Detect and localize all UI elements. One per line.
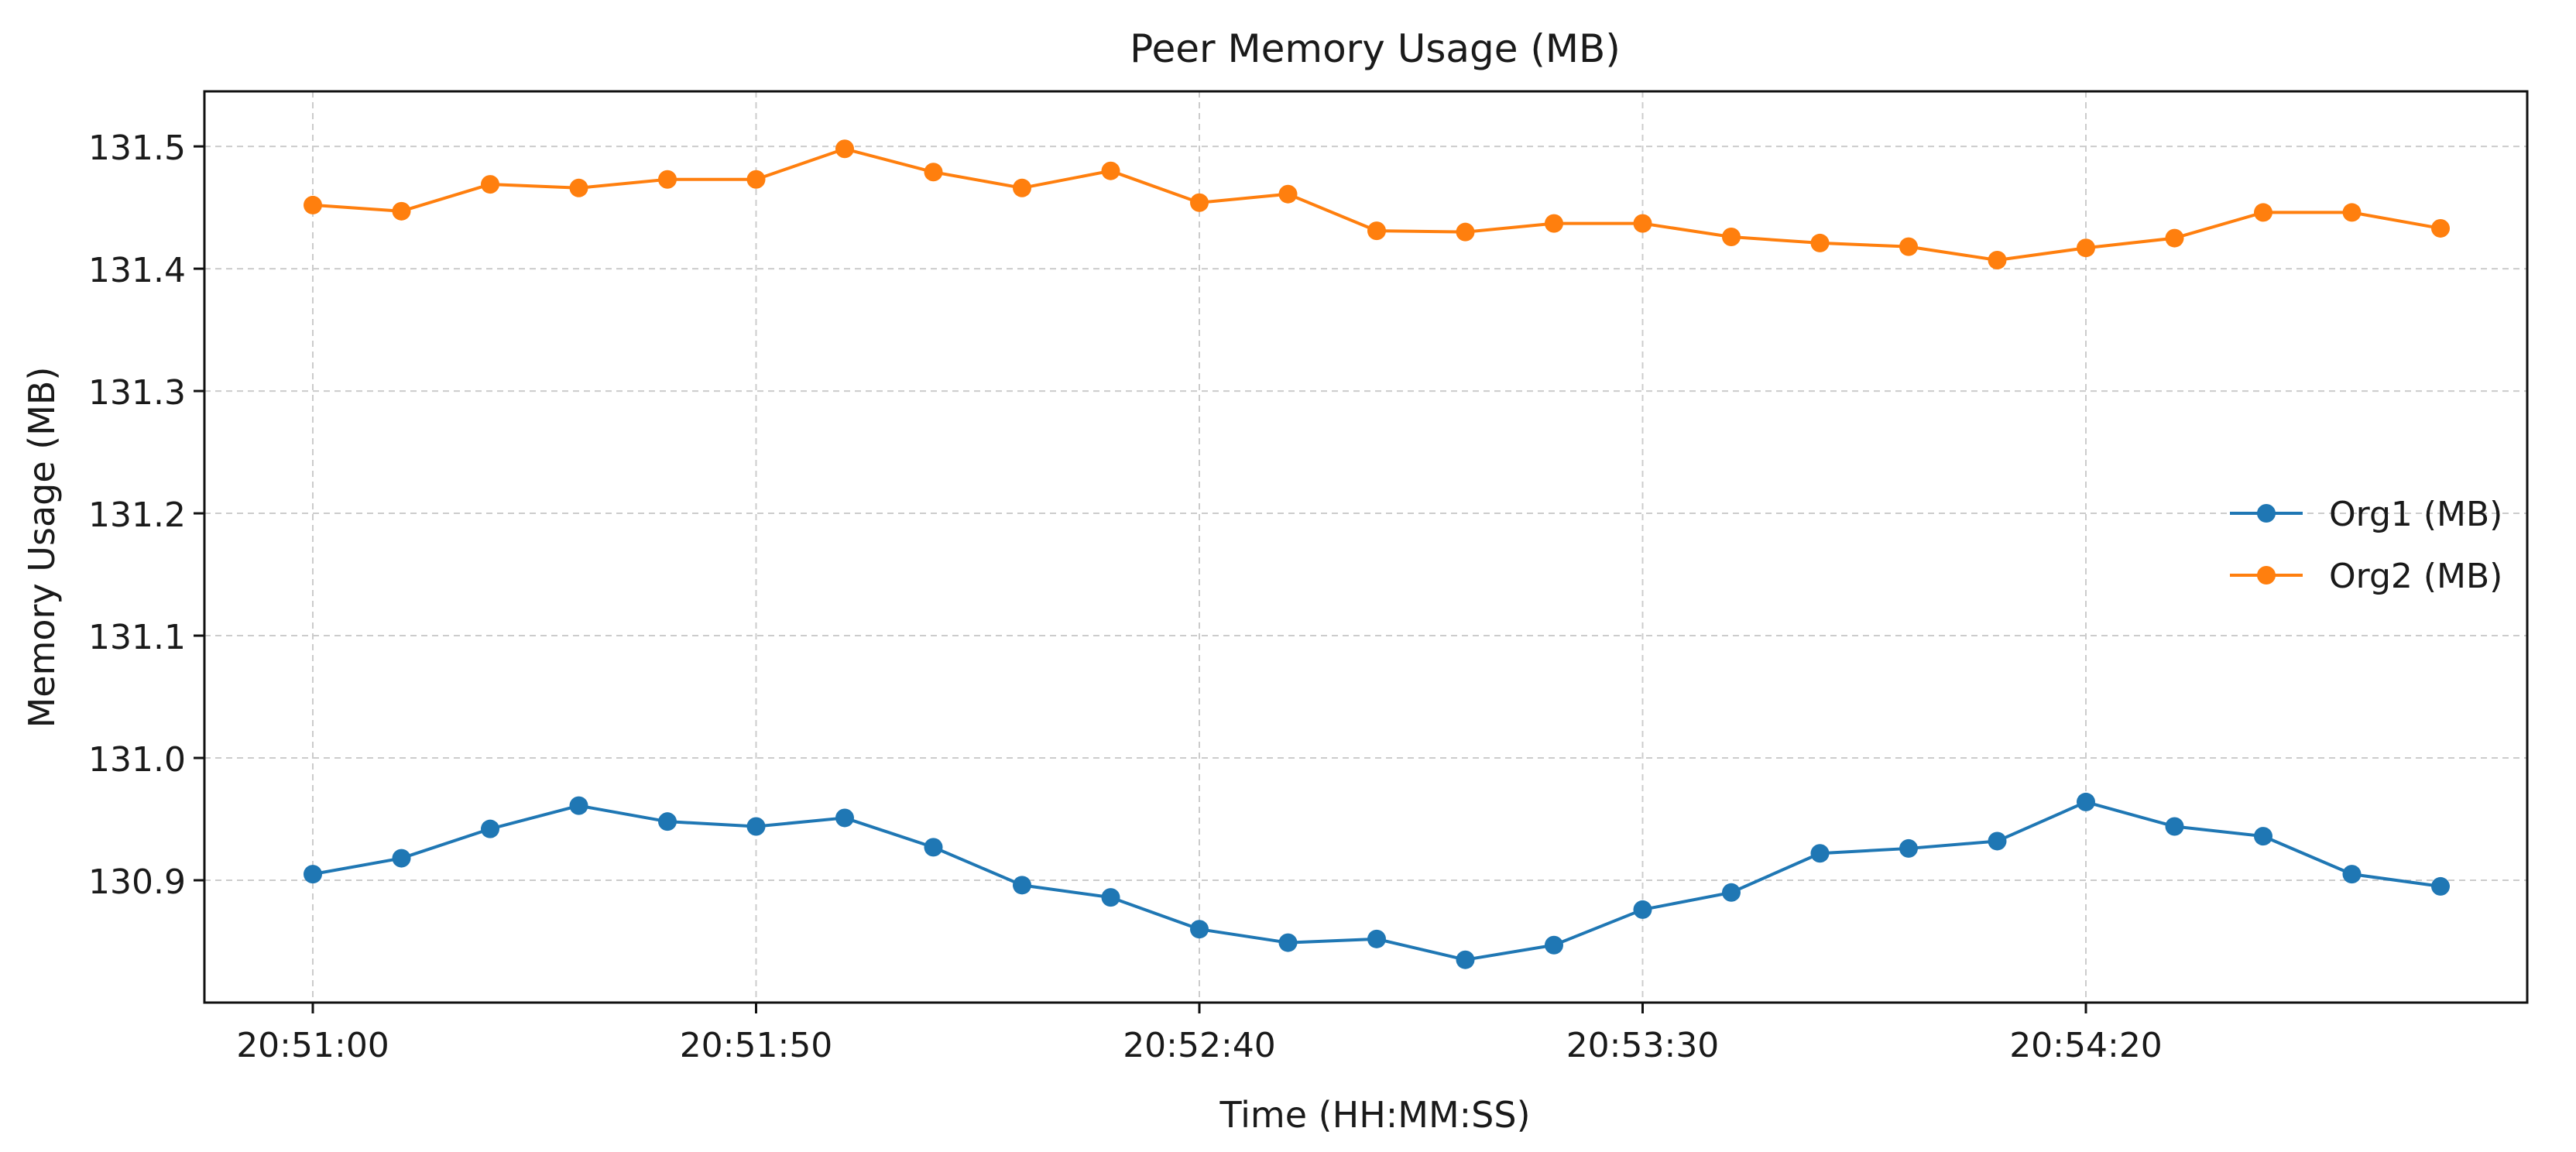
series-2-line	[312, 147, 2441, 262]
series-1-point	[1190, 920, 1209, 939]
series-1-point	[2342, 865, 2362, 884]
series-1-point	[1013, 876, 1031, 895]
y-tick-label: 130.9	[88, 862, 186, 902]
y-tick-label: 131.3	[88, 373, 186, 413]
series-1-point	[481, 819, 499, 838]
series-2-point	[2342, 203, 2362, 222]
series-2-point	[2431, 218, 2450, 238]
series-2-point	[1545, 214, 1563, 233]
y-tick-label: 131.4	[88, 251, 186, 290]
chart-title: Peer Memory Usage (MB)	[1130, 26, 1621, 71]
series-2	[304, 139, 2450, 270]
series-1-point	[2077, 792, 2095, 811]
series-2-point	[2165, 228, 2184, 248]
series-1-point	[1101, 888, 1120, 907]
grid	[204, 91, 2527, 1003]
series-2-point	[1278, 184, 1298, 204]
series-1-point	[2254, 827, 2272, 846]
series-1-point	[746, 817, 766, 836]
data-series	[304, 139, 2450, 969]
legend-item-2: Org2 (MB)	[2230, 557, 2502, 596]
legend: Org1 (MB) Org2 (MB)	[2230, 495, 2502, 596]
series-2-point	[1367, 221, 1386, 241]
series-1-point	[658, 812, 677, 831]
series-2-point	[924, 163, 943, 182]
series-2-point	[2077, 238, 2095, 258]
series-2-point	[658, 170, 677, 189]
series-1-point	[569, 796, 588, 815]
legend-label: Org1 (MB)	[2329, 495, 2502, 534]
series-1-point	[1988, 831, 2007, 851]
x-tick-label: 20:54:20	[2009, 1026, 2163, 1065]
series-2-point	[1013, 178, 1031, 197]
series-2-point	[392, 201, 411, 221]
series-2-point	[1899, 237, 1918, 256]
x-tick-label: 20:53:30	[1566, 1026, 1720, 1065]
axes: 130.9 131.0 131.1 131.2 131.3 131.4 131.5 20:51…	[88, 129, 2163, 1065]
series-1-point	[1899, 838, 1918, 858]
legend-swatch-marker	[2257, 566, 2276, 585]
series-2-point	[1722, 228, 1741, 247]
series-1-point	[1810, 844, 1830, 863]
y-tick-label: 131.2	[88, 495, 186, 535]
series-1-point	[1722, 883, 1741, 902]
series-2-point	[1101, 161, 1120, 180]
series-1	[304, 792, 2450, 969]
legend-label: Org2 (MB)	[2329, 557, 2502, 596]
series-2-point	[481, 175, 499, 194]
plot-area-frame	[203, 90, 2529, 1004]
series-2-point	[1456, 222, 1475, 242]
x-tick-label: 20:52:40	[1123, 1026, 1276, 1065]
series-2-point	[746, 170, 766, 189]
series-1-point	[392, 849, 411, 868]
series-1-point	[835, 808, 854, 828]
series-1-point	[1456, 950, 1475, 969]
series-1-point	[2165, 817, 2184, 836]
series-2-point	[835, 139, 854, 159]
series-1-point	[2431, 876, 2450, 896]
x-axis-label: Time (HH:MM:SS)	[1219, 1094, 1530, 1136]
x-tick-label: 20:51:50	[680, 1026, 833, 1065]
y-tick-label: 131.1	[88, 618, 186, 657]
series-2-point	[2254, 203, 2272, 222]
y-tick-label: 131.5	[88, 129, 186, 168]
legend-swatch-marker	[2257, 504, 2276, 523]
series-2-point	[1810, 233, 1830, 252]
series-1-point	[1278, 933, 1298, 952]
series-1-point	[1545, 935, 1563, 955]
legend-item-1: Org1 (MB)	[2230, 495, 2502, 534]
series-2-point	[1633, 214, 1652, 233]
series-2-point	[1190, 193, 1209, 212]
series-2-point	[1988, 251, 2007, 270]
series-1-point	[924, 838, 943, 857]
series-1-point	[1367, 929, 1386, 948]
y-tick-label: 131.0	[88, 740, 186, 780]
series-1-point	[304, 865, 322, 884]
series-2-point	[304, 195, 322, 214]
y-axis-label: Memory Usage (MB)	[21, 367, 63, 729]
x-tick-label: 20:51:00	[236, 1026, 389, 1065]
series-2-point	[569, 178, 588, 197]
series-1-point	[1633, 900, 1652, 919]
